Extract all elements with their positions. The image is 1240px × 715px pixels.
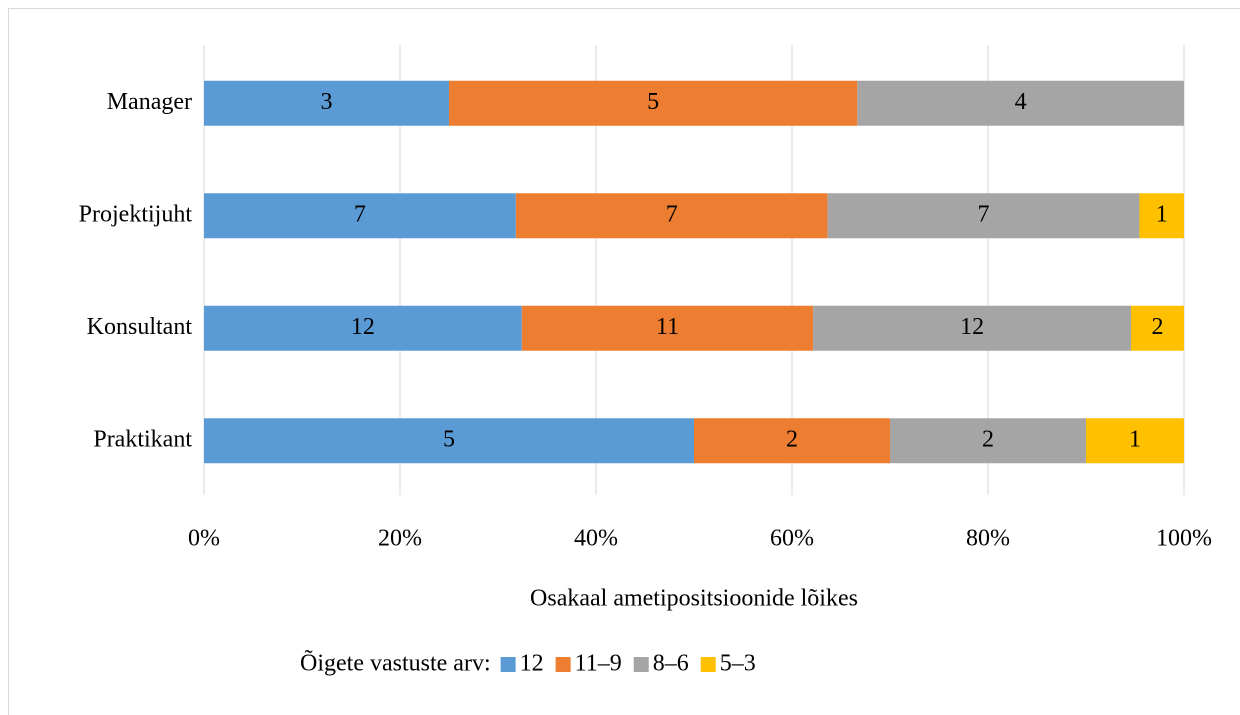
legend-label: 5–3 — [720, 651, 756, 677]
chart-border — [8, 8, 1240, 715]
y-tick-label: Projektijuht — [79, 201, 193, 227]
legend-swatch — [700, 657, 716, 672]
y-tick-label: Konsultant — [87, 314, 193, 340]
data-label: 1 — [1156, 201, 1168, 227]
bar-segment — [204, 193, 516, 239]
bar-segment — [1131, 305, 1184, 351]
data-label: 12 — [960, 314, 984, 340]
x-tick-label: 0% — [188, 526, 220, 552]
data-label: 7 — [354, 201, 366, 227]
data-label: 2 — [1152, 314, 1164, 340]
x-tick-label: 100% — [1156, 526, 1212, 552]
data-label: 12 — [351, 314, 375, 340]
y-tick-label: Manager — [107, 89, 192, 115]
data-label: 5 — [443, 426, 455, 452]
bar-segment — [1139, 193, 1184, 239]
bar-segment — [813, 305, 1132, 351]
legend-label: 8–6 — [653, 651, 689, 677]
data-label: 7 — [666, 201, 678, 227]
bar-segment — [890, 418, 1086, 464]
legend-swatch — [633, 657, 649, 672]
bar-segment — [1086, 418, 1184, 464]
bar-segment — [521, 305, 814, 351]
bar-segment — [827, 193, 1140, 239]
bar-segment — [515, 193, 828, 239]
y-tick-label: Praktikant — [93, 426, 192, 452]
legend-label: 12 — [520, 651, 544, 677]
data-label: 2 — [982, 426, 994, 452]
legend-swatch — [500, 657, 516, 672]
data-label: 11 — [656, 314, 679, 340]
data-label: 2 — [786, 426, 798, 452]
data-label: 1 — [1129, 426, 1141, 452]
bar-segment — [204, 418, 694, 464]
data-label: 4 — [1015, 89, 1027, 115]
legend-swatch — [555, 657, 571, 672]
legend-label: 11–9 — [575, 651, 622, 677]
data-label: 5 — [647, 89, 659, 115]
bar-segment — [694, 418, 890, 464]
x-tick-label: 20% — [378, 526, 422, 552]
bar-segment — [204, 305, 522, 351]
bar-segment — [857, 80, 1184, 126]
x-tick-label: 40% — [574, 526, 618, 552]
bar-segment — [449, 80, 858, 126]
x-tick-label: 80% — [966, 526, 1010, 552]
data-label: 3 — [321, 89, 333, 115]
x-axis-title: Osakaal ametipositsioonide lõikes — [530, 586, 858, 612]
legend-title: Õigete vastuste arv: — [300, 650, 491, 677]
x-tick-label: 60% — [770, 526, 814, 552]
bar-segment — [204, 80, 449, 126]
data-label: 7 — [978, 201, 990, 227]
